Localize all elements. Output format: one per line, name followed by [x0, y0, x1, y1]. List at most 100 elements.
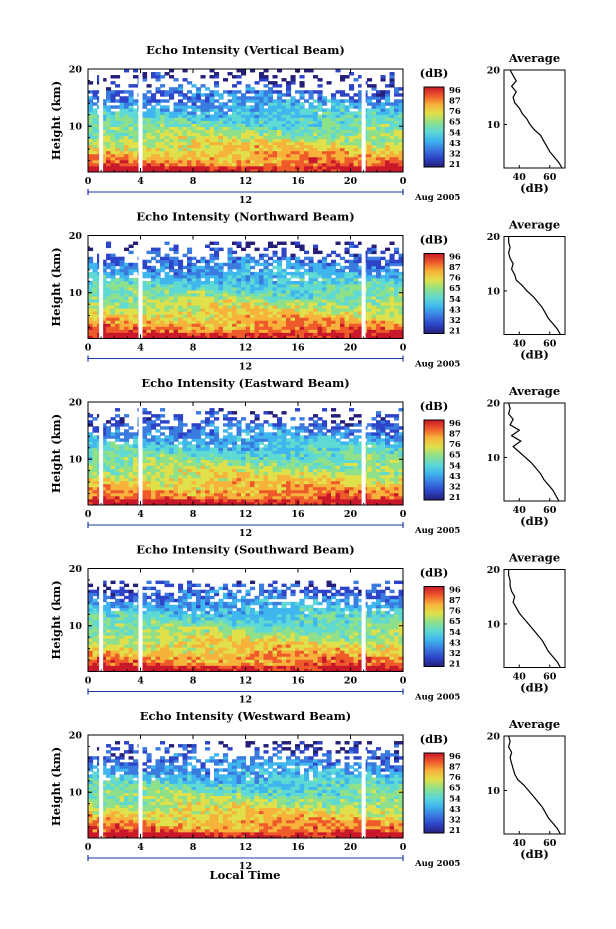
- heatmap-cell: [88, 468, 94, 473]
- heatmap-cell: [340, 474, 346, 479]
- heatmap-cell: [196, 320, 202, 324]
- heatmap-cell: [236, 501, 242, 506]
- heatmap-cell: [218, 168, 224, 173]
- heatmap-cell: [367, 117, 373, 121]
- heatmap-cell: [371, 274, 377, 279]
- heatmap-cell: [133, 268, 139, 273]
- heatmap-cell: [250, 117, 256, 121]
- heatmap-cell: [155, 90, 161, 94]
- heatmap-cell: [371, 465, 377, 470]
- heatmap-cell: [268, 317, 274, 321]
- heatmap-cell: [340, 462, 346, 467]
- heatmap-cell: [227, 323, 233, 327]
- heatmap-cell: [227, 262, 233, 267]
- heatmap-cell: [187, 471, 193, 476]
- heatmap-cell: [115, 329, 121, 333]
- heatmap-cell: [272, 168, 278, 173]
- heatmap-cell: [241, 280, 247, 285]
- heatmap-cell: [263, 132, 269, 137]
- heatmap-cell: [236, 320, 242, 324]
- heatmap-cell: [268, 147, 274, 152]
- heatmap-cell: [214, 320, 220, 324]
- heatmap-cell: [160, 474, 166, 479]
- heatmap-cell: [115, 256, 121, 261]
- heatmap-cell: [182, 135, 188, 140]
- heatmap-cell: [349, 489, 355, 494]
- heatmap-cell: [259, 317, 265, 321]
- heatmap-cell: [268, 462, 274, 467]
- heatmap-cell: [205, 99, 211, 103]
- heatmap-cell: [160, 99, 166, 103]
- heatmap-cell: [164, 474, 170, 479]
- heatmap-cell: [286, 132, 292, 137]
- heatmap-cell: [164, 156, 170, 161]
- heatmap-cell: [151, 120, 157, 124]
- heatmap-cell: [376, 287, 382, 291]
- heatmap-cell: [169, 501, 175, 506]
- heatmap-cell: [331, 320, 337, 324]
- heatmap-cell: [151, 462, 157, 467]
- heatmap-cell: [290, 280, 296, 285]
- heatmap-cell: [200, 320, 206, 324]
- heatmap-cell: [371, 162, 377, 167]
- heatmap-cell: [142, 153, 148, 158]
- heatmap-cell: [394, 302, 400, 306]
- heatmap-cell: [353, 329, 359, 333]
- heatmap-cell: [322, 320, 328, 324]
- heatmap-cell: [367, 141, 373, 146]
- heatmap-cell: [214, 247, 220, 252]
- heatmap-cell: [209, 120, 215, 124]
- heatmap-cell: [245, 111, 251, 115]
- heatmap-cell: [227, 256, 233, 261]
- heatmap-cell: [191, 126, 197, 130]
- heatmap-cell: [259, 474, 265, 479]
- heatmap-cell: [155, 459, 161, 463]
- heatmap-cell: [358, 75, 364, 79]
- heatmap-cell: [205, 495, 211, 500]
- heatmap-cell: [223, 459, 229, 463]
- heatmap-cell: [92, 317, 98, 321]
- heatmap-cell: [173, 296, 179, 300]
- heatmap-cell: [245, 168, 251, 173]
- heatmap-cell: [353, 165, 359, 170]
- heatmap-cell: [196, 335, 202, 339]
- heatmap-cell: [353, 93, 359, 97]
- heatmap-cell: [151, 468, 157, 473]
- heatmap-cell: [182, 498, 188, 503]
- heatmap-cell: [376, 156, 382, 161]
- heatmap-cell: [277, 271, 283, 276]
- heatmap-cell: [178, 486, 184, 491]
- heatmap-cell: [295, 120, 301, 124]
- heatmap-cell: [326, 253, 332, 258]
- heatmap-cell: [133, 305, 139, 309]
- heatmap-cell: [196, 268, 202, 273]
- heatmap-cell: [380, 168, 386, 173]
- heatmap-cell: [322, 277, 328, 282]
- heatmap-cell: [227, 495, 233, 500]
- heatmap-cell: [223, 150, 229, 155]
- heatmap-cell: [209, 474, 215, 479]
- heatmap-cell: [340, 335, 346, 339]
- heatmap-cell: [344, 283, 350, 288]
- heatmap-cell: [385, 492, 391, 497]
- heatmap-cell: [133, 144, 139, 149]
- heatmap-cell: [214, 305, 220, 309]
- heatmap-cell: [124, 296, 130, 300]
- heatmap-cell: [214, 329, 220, 333]
- heatmap-cell: [169, 495, 175, 500]
- heatmap-cell: [281, 495, 287, 500]
- heatmap-cell: [232, 141, 238, 146]
- heatmap-cell: [313, 459, 319, 463]
- heatmap-cell: [268, 129, 274, 134]
- heatmap-cell: [254, 114, 260, 118]
- heatmap-cell: [376, 265, 382, 270]
- date-marker: 12: [239, 195, 252, 206]
- heatmap-cell: [142, 302, 148, 306]
- heatmap-cell: [344, 126, 350, 130]
- heatmap-cell: [110, 280, 116, 285]
- heatmap-cell: [281, 480, 287, 485]
- heatmap-cell: [340, 283, 346, 288]
- heatmap-cell: [214, 135, 220, 140]
- heatmap-cell: [227, 314, 233, 318]
- heatmap-cell: [133, 329, 139, 333]
